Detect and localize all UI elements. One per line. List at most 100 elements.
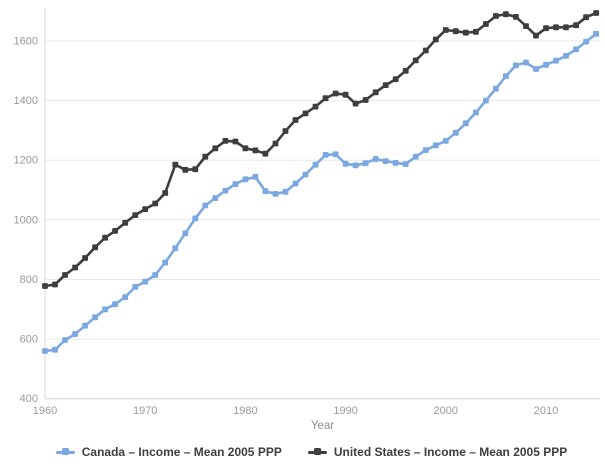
canada-marker <box>533 66 539 72</box>
united-states-marker <box>122 219 129 226</box>
united-states-marker <box>292 117 299 123</box>
x-tick-label: 1960 <box>33 405 57 417</box>
canada-marker <box>282 188 289 195</box>
canada-marker <box>262 188 269 195</box>
united-states-marker <box>573 22 579 29</box>
canada-marker <box>242 176 249 183</box>
y-tick-label: 1400 <box>14 95 38 107</box>
legend-label-canada: Canada – Income – Mean 2005 PPP <box>81 445 282 459</box>
canada-marker <box>573 46 579 53</box>
canada-marker <box>432 142 439 149</box>
canada-marker <box>232 181 239 187</box>
united-states-marker <box>232 138 239 145</box>
canada-marker <box>172 245 179 252</box>
united-states-marker <box>142 206 149 212</box>
united-states-marker <box>402 67 409 74</box>
canada-marker <box>553 57 559 64</box>
united-states-marker <box>563 24 569 31</box>
united-states-marker <box>583 14 589 21</box>
united-states-marker <box>543 25 549 32</box>
canada-marker <box>563 53 569 59</box>
canada-marker <box>493 85 499 92</box>
united-states-marker <box>182 166 189 173</box>
united-states-marker <box>262 150 269 157</box>
canada-marker <box>352 162 359 169</box>
united-states-marker <box>282 128 289 134</box>
canada-marker <box>503 73 509 80</box>
y-tick-label: 400 <box>20 393 38 405</box>
x-tick-label: 2010 <box>534 405 558 417</box>
united-states-line <box>43 11 598 288</box>
united-states-marker <box>302 110 309 117</box>
united-states-marker <box>52 281 58 288</box>
legend-item-united-states[interactable]: United States – Income – Mean 2005 PPP <box>307 445 568 459</box>
united-states-marker <box>432 36 439 43</box>
united-states-marker <box>513 14 519 20</box>
canada-marker <box>142 278 149 285</box>
canada-marker <box>42 348 48 354</box>
canada-marker <box>583 38 589 45</box>
united-states-marker <box>362 97 369 103</box>
canada-marker <box>192 215 199 222</box>
united-states-marker <box>412 57 419 64</box>
canada-line <box>43 32 598 353</box>
x-tick-label: 2000 <box>434 405 458 417</box>
canada-marker <box>462 120 469 127</box>
canada-marker <box>162 259 169 266</box>
x-tick-label: 1990 <box>333 405 357 417</box>
united-states-marker <box>462 29 469 36</box>
united-states-marker <box>112 228 118 234</box>
canada-marker <box>382 158 389 164</box>
canada-marker <box>152 272 159 278</box>
united-states-marker <box>382 82 389 88</box>
canada-marker <box>332 151 339 158</box>
united-states-marker <box>372 89 379 96</box>
canada-marker <box>72 331 78 337</box>
canada-marker <box>182 230 189 237</box>
united-states-marker <box>352 100 359 107</box>
united-states-marker <box>252 147 259 154</box>
united-states-marker <box>593 10 599 16</box>
united-states-marker <box>342 91 349 98</box>
united-states-marker <box>322 95 329 102</box>
canada-marker <box>322 152 329 158</box>
x-tick-label: 1980 <box>233 405 257 417</box>
united-states-marker <box>62 272 68 278</box>
united-states-marker <box>442 27 449 33</box>
united-states-marker <box>132 212 139 218</box>
canada-marker <box>402 161 409 167</box>
united-states-marker <box>452 28 459 35</box>
canada-marker <box>372 156 379 162</box>
united-states-marker <box>42 283 48 289</box>
canada-marker <box>132 284 139 290</box>
canada-marker <box>422 147 429 153</box>
united-states-marker <box>503 11 509 18</box>
canada-marker <box>452 129 459 136</box>
united-states-marker <box>422 47 429 54</box>
united-states-marker <box>312 103 319 110</box>
canada-marker <box>122 294 129 300</box>
united-states-marker <box>392 76 399 83</box>
canada-marker <box>312 161 319 168</box>
canada-marker <box>302 171 309 178</box>
canada-marker <box>593 30 599 37</box>
united-states-marker <box>82 255 88 261</box>
united-states-marker <box>483 21 489 27</box>
y-tick-label: 1200 <box>14 155 38 167</box>
canada-marker <box>62 337 68 343</box>
legend-item-canada[interactable]: Canada – Income – Mean 2005 PPP <box>55 445 282 459</box>
united-states-marker <box>152 200 159 207</box>
legend-label-united-states: United States – Income – Mean 2005 PPP <box>333 445 568 459</box>
canada-marker <box>523 59 529 66</box>
canada-marker <box>483 97 489 104</box>
united-states-marker <box>202 153 209 160</box>
canada-marker <box>222 187 229 194</box>
canada-marker <box>362 160 369 167</box>
canada-marker <box>342 160 349 167</box>
united-states-marker <box>192 166 199 173</box>
united-states-marker <box>172 161 179 168</box>
canada-marker <box>292 180 299 187</box>
canada-marker <box>212 195 219 201</box>
canada-marker <box>513 62 519 69</box>
